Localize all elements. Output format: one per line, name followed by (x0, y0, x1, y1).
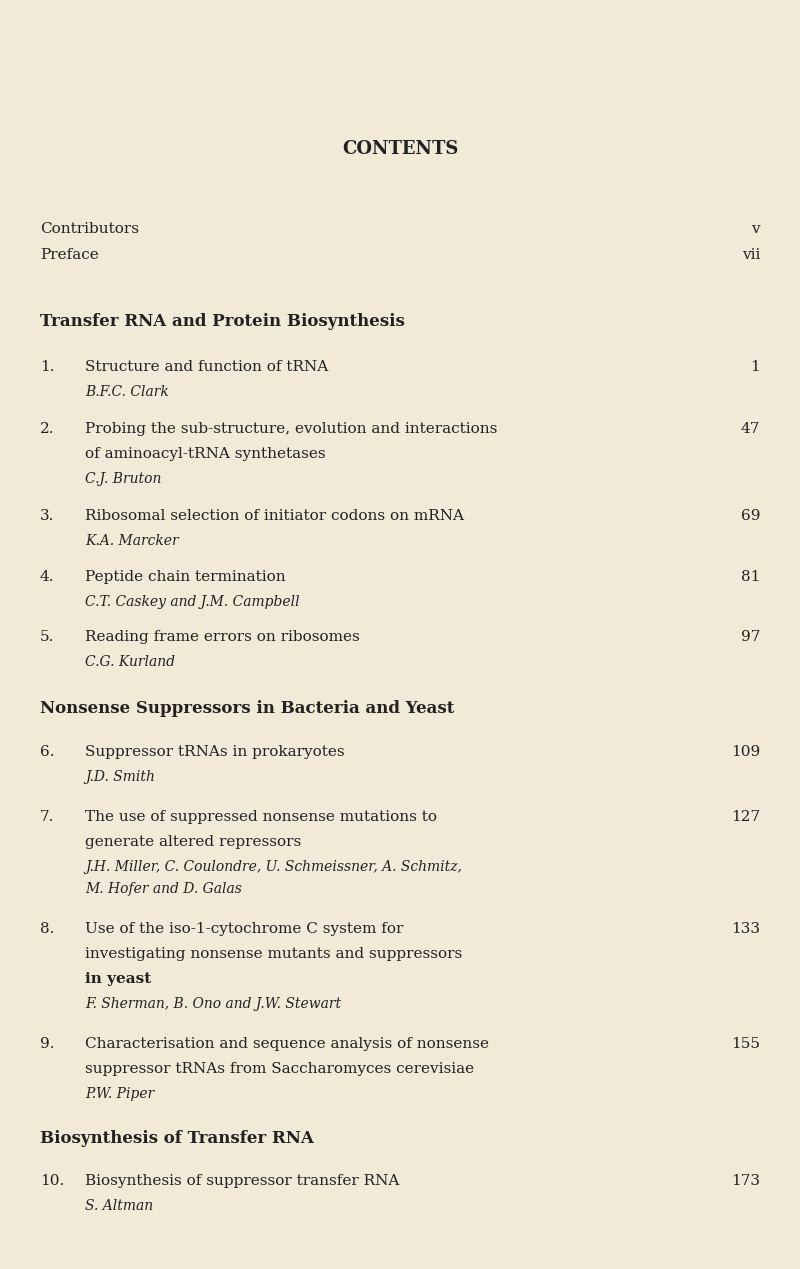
Text: C.T. Caskey and J.M. Campbell: C.T. Caskey and J.M. Campbell (85, 595, 300, 609)
Text: Ribosomal selection of initiator codons on mRNA: Ribosomal selection of initiator codons … (85, 509, 464, 523)
Text: B.F.C. Clark: B.F.C. Clark (85, 385, 169, 398)
Text: 7.: 7. (40, 810, 54, 824)
Text: Biosynthesis of suppressor transfer RNA: Biosynthesis of suppressor transfer RNA (85, 1174, 399, 1188)
Text: 1: 1 (750, 360, 760, 374)
Text: 47: 47 (741, 423, 760, 437)
Text: Contributors: Contributors (40, 222, 139, 236)
Text: C.G. Kurland: C.G. Kurland (85, 655, 175, 669)
Text: generate altered repressors: generate altered repressors (85, 835, 302, 849)
Text: 97: 97 (741, 629, 760, 643)
Text: 1.: 1. (40, 360, 54, 374)
Text: in yeast: in yeast (85, 972, 151, 986)
Text: Reading frame errors on ribosomes: Reading frame errors on ribosomes (85, 629, 360, 643)
Text: P.W. Piper: P.W. Piper (85, 1088, 154, 1101)
Text: Characterisation and sequence analysis of nonsense: Characterisation and sequence analysis o… (85, 1037, 489, 1051)
Text: 81: 81 (741, 570, 760, 584)
Text: of aminoacyl-tRNA synthetases: of aminoacyl-tRNA synthetases (85, 447, 326, 461)
Text: 133: 133 (731, 923, 760, 937)
Text: S. Altman: S. Altman (85, 1199, 153, 1213)
Text: 5.: 5. (40, 629, 54, 643)
Text: vii: vii (742, 247, 760, 261)
Text: 3.: 3. (40, 509, 54, 523)
Text: v: v (751, 222, 760, 236)
Text: 69: 69 (741, 509, 760, 523)
Text: 9.: 9. (40, 1037, 54, 1051)
Text: 4.: 4. (40, 570, 54, 584)
Text: Structure and function of tRNA: Structure and function of tRNA (85, 360, 328, 374)
Text: 173: 173 (731, 1174, 760, 1188)
Text: Preface: Preface (40, 247, 98, 261)
Text: J.D. Smith: J.D. Smith (85, 770, 155, 784)
Text: C.J. Bruton: C.J. Bruton (85, 472, 162, 486)
Text: 109: 109 (730, 745, 760, 759)
Text: F. Sherman, B. Ono and J.W. Stewart: F. Sherman, B. Ono and J.W. Stewart (85, 997, 341, 1011)
Text: The use of suppressed nonsense mutations to: The use of suppressed nonsense mutations… (85, 810, 437, 824)
Text: K.A. Marcker: K.A. Marcker (85, 534, 178, 548)
Text: Suppressor tRNAs in prokaryotes: Suppressor tRNAs in prokaryotes (85, 745, 345, 759)
Text: Use of the iso-1-cytochrome C system for: Use of the iso-1-cytochrome C system for (85, 923, 403, 937)
Text: suppressor tRNAs from Saccharomyces cerevisiae: suppressor tRNAs from Saccharomyces cere… (85, 1062, 474, 1076)
Text: 8.: 8. (40, 923, 54, 937)
Text: Probing the sub-structure, evolution and interactions: Probing the sub-structure, evolution and… (85, 423, 498, 437)
Text: Nonsense Suppressors in Bacteria and Yeast: Nonsense Suppressors in Bacteria and Yea… (40, 700, 454, 717)
Text: 6.: 6. (40, 745, 54, 759)
Text: Biosynthesis of Transfer RNA: Biosynthesis of Transfer RNA (40, 1129, 314, 1147)
Text: 10.: 10. (40, 1174, 64, 1188)
Text: 155: 155 (731, 1037, 760, 1051)
Text: CONTENTS: CONTENTS (342, 140, 458, 159)
Text: 127: 127 (731, 810, 760, 824)
Text: 2.: 2. (40, 423, 54, 437)
Text: Peptide chain termination: Peptide chain termination (85, 570, 286, 584)
Text: M. Hofer and D. Galas: M. Hofer and D. Galas (85, 882, 242, 896)
Text: J.H. Miller, C. Coulondre, U. Schmeissner, A. Schmitz,: J.H. Miller, C. Coulondre, U. Schmeissne… (85, 860, 462, 874)
Text: Transfer RNA and Protein Biosynthesis: Transfer RNA and Protein Biosynthesis (40, 313, 405, 330)
Text: investigating nonsense mutants and suppressors: investigating nonsense mutants and suppr… (85, 947, 462, 961)
